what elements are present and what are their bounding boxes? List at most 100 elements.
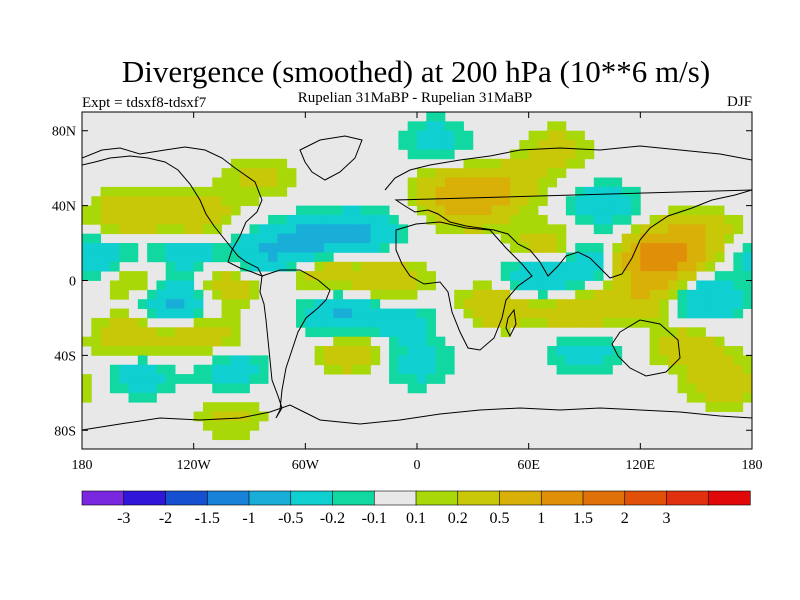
field-cell: [417, 308, 427, 319]
field-cell: [389, 308, 399, 319]
field-cell: [407, 121, 418, 132]
field-cell: [649, 336, 660, 347]
field-cell: [128, 196, 139, 207]
field-cell: [686, 364, 697, 375]
field-cell: [612, 308, 623, 319]
field-cell: [128, 205, 139, 216]
field-cell: [240, 430, 250, 441]
field-cell: [454, 205, 464, 216]
field-cell: [268, 233, 278, 244]
field-cell: [351, 233, 362, 244]
field-cell: [258, 261, 269, 272]
field-cell: [556, 317, 567, 328]
field-cell: [658, 317, 669, 328]
field-cell: [733, 289, 744, 300]
field-cell: [556, 158, 567, 169]
field-cell: [491, 224, 502, 235]
field-cell: [528, 280, 539, 291]
field-cell: [100, 317, 111, 328]
colorbar-swatch: [457, 490, 501, 506]
field-cell: [537, 299, 548, 309]
field-cell: [603, 224, 613, 235]
field-cell: [82, 261, 92, 272]
field-cell: [109, 364, 120, 375]
field-cell: [584, 308, 595, 319]
field-cell: [575, 243, 585, 253]
field-cell: [147, 336, 157, 347]
field-cell: [686, 233, 697, 244]
field-cell: [230, 364, 241, 375]
field-cell: [686, 261, 697, 272]
field-cell: [547, 317, 557, 328]
field-cell: [100, 346, 111, 356]
field-cell: [696, 327, 706, 338]
field-cell: [724, 383, 734, 394]
field-cell: [407, 346, 418, 356]
field-cell: [658, 346, 669, 356]
field-cell: [202, 364, 213, 375]
field-cell: [323, 233, 334, 244]
field-cell: [323, 364, 334, 375]
field-cell: [417, 271, 427, 281]
colorbar-swatch: [666, 490, 709, 506]
field-cell: [221, 308, 232, 319]
field-cell: [472, 289, 483, 300]
field-cell: [361, 233, 371, 244]
field-cell: [137, 383, 148, 394]
field-cell: [528, 271, 539, 281]
field-cell: [658, 252, 669, 263]
field-cell: [165, 336, 176, 347]
field-cell: [156, 289, 167, 300]
field-cell: [426, 177, 437, 188]
field-cell: [584, 299, 595, 309]
field-cell: [389, 289, 399, 300]
field-cell: [119, 271, 129, 281]
field-cell: [658, 271, 669, 281]
field-cell: [175, 252, 185, 263]
field-cell: [417, 383, 427, 394]
field-cell: [286, 252, 297, 263]
field-cell: [565, 261, 576, 272]
field-cell: [184, 299, 195, 309]
field-cell: [109, 205, 120, 216]
field-cell: [686, 224, 697, 235]
field-cell: [417, 355, 427, 366]
field-cell: [82, 392, 92, 403]
field-cell: [696, 252, 706, 263]
field-cell: [175, 327, 185, 338]
field-cell: [165, 289, 176, 300]
field-cell: [333, 355, 343, 366]
field-cell: [621, 214, 632, 225]
field-cell: [547, 130, 557, 141]
field-cell: [128, 327, 139, 338]
field-cell: [109, 243, 120, 253]
coastline-north-america: [82, 146, 264, 277]
field-cell: [435, 374, 446, 384]
field-cell: [519, 205, 530, 216]
field-cell: [556, 280, 567, 291]
field-cell: [444, 355, 455, 366]
field-cell: [714, 346, 725, 356]
field-cell: [119, 317, 129, 328]
field-cell: [333, 327, 343, 338]
field-cell: [370, 289, 381, 300]
field-cell: [742, 243, 752, 253]
field-cell: [612, 186, 623, 197]
field-cell: [277, 261, 288, 272]
field-cell: [398, 271, 409, 281]
field-cell: [714, 374, 725, 384]
field-cell: [472, 280, 483, 291]
colorbar-label: -0.1: [362, 510, 387, 527]
field-cell: [658, 336, 669, 347]
field-cell: [575, 317, 585, 328]
field-cell: [128, 271, 139, 281]
field-cell: [156, 364, 167, 375]
field-cell: [686, 289, 697, 300]
field-cell: [631, 299, 641, 309]
field-cell: [147, 205, 157, 216]
field-cell: [435, 224, 446, 235]
field-cell: [323, 271, 334, 281]
field-cell: [165, 205, 176, 216]
field-cell: [556, 233, 567, 244]
field-cell: [677, 271, 688, 281]
